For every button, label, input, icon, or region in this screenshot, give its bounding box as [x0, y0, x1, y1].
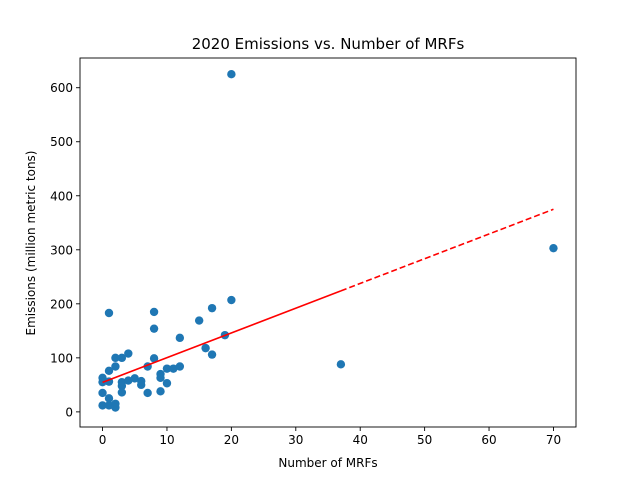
data-point	[207, 303, 217, 313]
x-axis-label: Number of MRFs	[278, 456, 377, 470]
data-point	[117, 388, 127, 397]
data-point	[98, 401, 107, 410]
data-point	[104, 394, 114, 403]
data-point	[104, 401, 114, 410]
data-point	[104, 308, 114, 318]
y-axis-label: Emissions (million metric tons)	[24, 151, 38, 336]
data-point	[149, 307, 159, 317]
data-point	[201, 343, 210, 353]
x-tick-label: 30	[288, 433, 303, 447]
y-tick-label: 600	[50, 81, 73, 95]
data-point	[175, 362, 185, 371]
y-tick-label: 300	[50, 243, 73, 257]
data-point	[149, 354, 159, 363]
data-point	[549, 243, 558, 253]
data-point	[98, 388, 107, 398]
data-point	[169, 364, 178, 373]
axes-frame	[79, 57, 577, 428]
x-tick-label: 50	[417, 433, 432, 447]
data-point	[207, 350, 217, 359]
trend-line-solid	[102, 290, 342, 384]
y-tick-label: 500	[50, 135, 73, 149]
y-tick-label: 400	[50, 189, 73, 203]
data-point	[149, 324, 159, 333]
trend-line-dashed	[340, 208, 554, 292]
data-point	[130, 374, 139, 383]
x-tick-label: 40	[353, 433, 368, 447]
data-point	[162, 379, 172, 388]
data-point	[124, 349, 133, 358]
data-point	[111, 403, 120, 412]
data-point	[227, 295, 236, 305]
data-point	[156, 373, 165, 383]
x-tick-label: 20	[224, 433, 239, 447]
data-point	[156, 387, 165, 396]
data-point	[104, 366, 114, 376]
data-point	[111, 353, 120, 363]
y-tick-label: 100	[50, 351, 73, 365]
data-point	[136, 380, 146, 390]
x-tick-label: 0	[99, 433, 107, 447]
data-point	[175, 333, 185, 343]
data-point	[336, 360, 346, 369]
x-tick-label: 60	[481, 433, 496, 447]
y-tick-label: 200	[50, 297, 73, 311]
data-point	[194, 316, 204, 325]
x-tick-label: 70	[546, 433, 561, 447]
data-point	[124, 376, 133, 385]
x-tick-label: 10	[159, 433, 174, 447]
chart-title: 2020 Emissions vs. Number of MRFs	[192, 35, 465, 53]
data-point	[162, 364, 172, 373]
y-tick-label: 0	[65, 405, 73, 419]
data-point	[143, 388, 152, 398]
data-point	[117, 381, 127, 391]
plot-area: 0 10 20 30 40 50 60 70 0 100 200 300 400 500 600	[50, 57, 577, 447]
data-point	[117, 353, 127, 363]
data-point	[111, 362, 120, 371]
data-point	[227, 70, 236, 79]
